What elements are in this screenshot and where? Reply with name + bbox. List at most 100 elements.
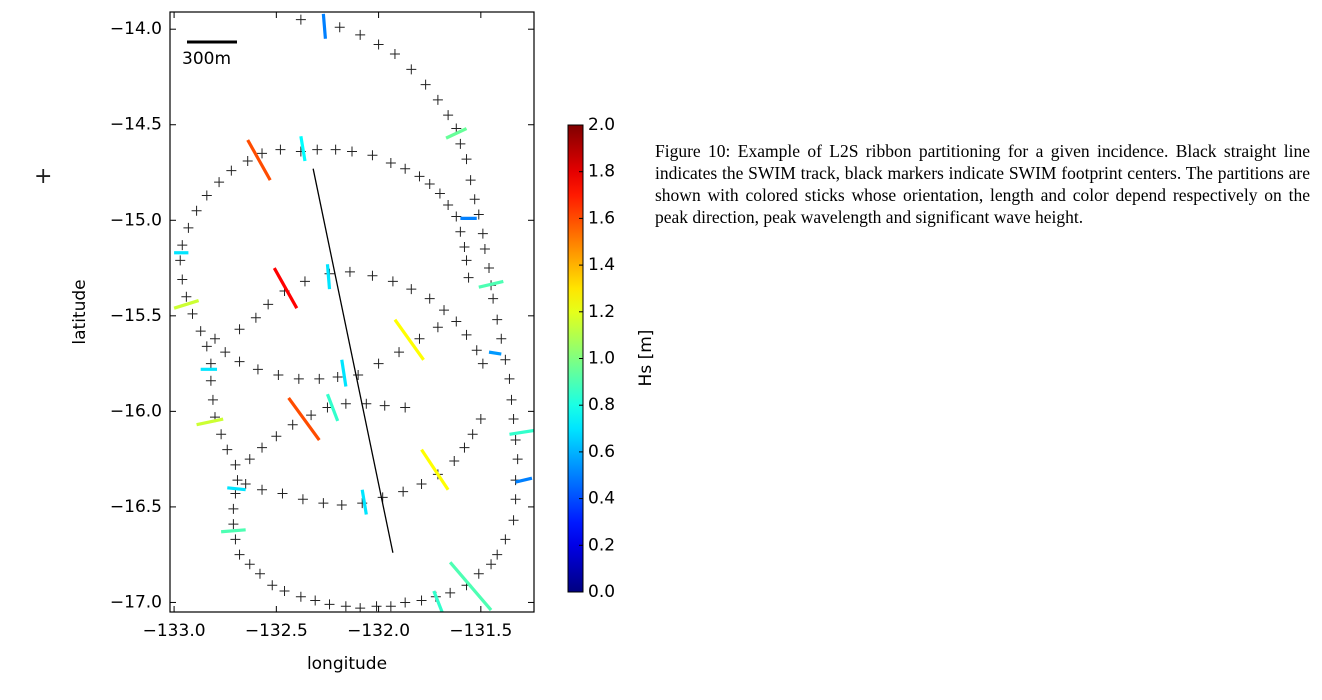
footprint-marker — [355, 29, 366, 40]
footprint-marker — [353, 370, 364, 381]
footprint-marker — [469, 194, 480, 205]
footprint-marker — [312, 144, 323, 155]
y-tick-label: −15.0 — [110, 210, 162, 230]
footprint-marker — [424, 293, 435, 304]
footprint-marker — [461, 329, 472, 340]
footprint-marker — [416, 595, 427, 606]
footprint-marker — [175, 255, 186, 266]
footprint-marker — [385, 157, 396, 168]
footprint-marker — [232, 475, 243, 486]
footprint-marker — [367, 150, 378, 161]
footprint-marker — [336, 499, 347, 510]
footprint-marker — [181, 291, 192, 302]
footprint-marker — [183, 222, 194, 233]
colorbar-tick-label: 1.0 — [588, 349, 615, 369]
footprint-marker — [510, 435, 521, 446]
colorbar-tick-label: 0.4 — [588, 489, 615, 509]
footprint-marker — [228, 519, 239, 530]
footprint-marker — [373, 358, 384, 369]
footprint-marker — [240, 478, 251, 489]
partition-stick — [432, 590, 444, 612]
footprint-marker — [432, 94, 443, 105]
footprint-marker — [234, 356, 245, 367]
footprint-marker — [207, 394, 218, 405]
footprint-marker — [475, 414, 486, 425]
footprint-marker — [488, 293, 499, 304]
figure-caption: Figure 10: Example of L2S ribbon partiti… — [655, 141, 1310, 227]
footprint-marker — [295, 591, 306, 602]
footprint-marker — [455, 138, 466, 149]
footprint-marker — [473, 568, 484, 579]
colorbar-tick-label: 1.6 — [588, 208, 615, 228]
footprint-marker — [459, 242, 470, 253]
footprint-marker — [216, 429, 227, 440]
footprint-marker — [244, 454, 255, 465]
y-tick-label: −14.0 — [110, 19, 162, 39]
footprint-marker — [279, 585, 290, 596]
footprint-marker — [257, 148, 268, 159]
footprint-marker — [275, 144, 286, 155]
footprint-marker — [330, 144, 341, 155]
footprint-marker — [508, 414, 519, 425]
footprint-marker — [389, 49, 400, 60]
plot-frame — [169, 11, 535, 613]
footprint-marker — [398, 486, 409, 497]
partition-stick — [515, 476, 533, 484]
partition-stick — [299, 135, 307, 162]
footprint-marker — [508, 515, 519, 526]
footprint-marker — [479, 243, 490, 254]
footprint-marker — [340, 398, 351, 409]
footprint-marker — [347, 146, 357, 157]
footprint-marker — [367, 270, 378, 281]
colorbar-tick-label: 1.4 — [588, 255, 615, 275]
axes: −133.0 −132.5 −132.0 −131.5 −14.0 −14.5 −15.0 −… — [110, 11, 615, 641]
footprint-marker — [484, 263, 495, 274]
footprint-marker — [385, 601, 396, 612]
footprint-marker — [406, 284, 417, 295]
x-tick-label: −131.5 — [449, 621, 512, 641]
footprint-marker — [220, 347, 231, 358]
footprint-marker — [492, 549, 503, 560]
footprint-marker — [287, 419, 298, 430]
x-tick-label: −132.0 — [347, 621, 410, 641]
footprint-marker — [486, 559, 497, 570]
colorbar-tick-label: 0.8 — [588, 395, 615, 415]
footprint-marker — [451, 211, 462, 222]
footprint-marker — [195, 326, 206, 337]
footprint-marker — [416, 478, 427, 489]
footprint-marker — [230, 534, 241, 545]
footprint-marker — [242, 156, 253, 167]
footprint-marker — [443, 110, 454, 121]
footprint-marker — [434, 188, 445, 199]
colorbar-label: Hs [m] — [636, 330, 656, 387]
footprint-marker — [371, 601, 382, 612]
footprint-marker — [400, 163, 411, 174]
footprint-marker — [297, 494, 308, 505]
footprint-marker — [465, 175, 476, 186]
footprint-marker — [471, 345, 482, 356]
footprint-marker — [492, 314, 503, 325]
footprint-marker — [273, 370, 284, 381]
footprint-marker — [334, 22, 345, 33]
footprint-marker — [496, 333, 507, 344]
footprint-marker — [455, 226, 466, 237]
footprint-marker — [277, 488, 288, 499]
y-tick-label: −16.0 — [110, 401, 162, 421]
y-tick-label: −17.0 — [110, 592, 162, 612]
footprint-marker — [310, 595, 321, 606]
footprint-marker — [373, 39, 384, 50]
colorbar-tick-label: 1.2 — [588, 302, 615, 322]
footprint-marker — [344, 266, 355, 277]
partition-stick — [321, 13, 328, 39]
footprint-marker — [263, 299, 274, 310]
footprint-marker — [314, 373, 325, 384]
footprint-marker — [400, 402, 411, 413]
footprint-marker — [451, 316, 462, 327]
footprint-marker — [400, 597, 411, 608]
footprint-marker — [406, 64, 417, 75]
footprint-marker — [257, 484, 268, 495]
footprint-marker — [387, 276, 398, 287]
footprint-marker — [191, 205, 202, 216]
footprint-marker — [500, 354, 511, 365]
footprint-marker — [177, 240, 188, 251]
